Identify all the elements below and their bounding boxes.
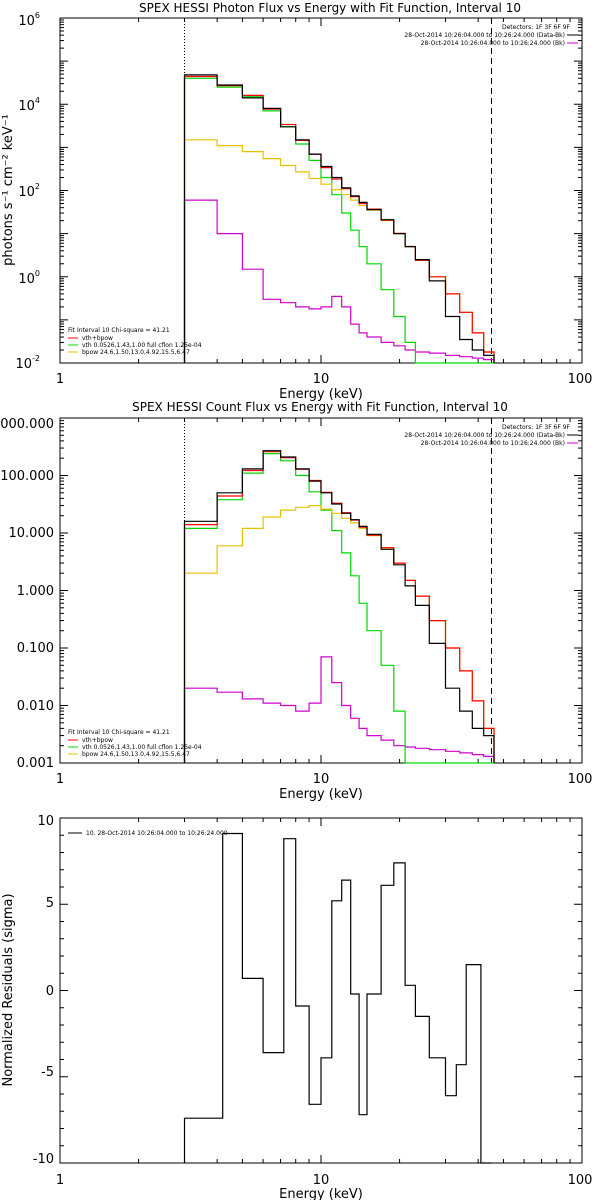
count-y-tick-label: 0.010	[17, 699, 54, 714]
photon-x-tick-label: 1	[56, 372, 64, 387]
photon-y-tick-label: 106	[18, 11, 40, 29]
count-fit-bpow-entry: bpow 24.6,1.50,13.0,4.92,15.5,6.47	[82, 751, 190, 758]
photon-fit-total-entry: vth+bpow	[82, 335, 113, 342]
count-y-tick-label: 1.000	[17, 584, 54, 599]
count-flux-panel: SPEX HESSI Count Flux vs Energy with Fit…	[0, 400, 592, 802]
photon-legend-data-entry: 28-Oct-2014 10:26:04.000 to 10:26:24.000…	[404, 32, 565, 39]
residuals-series-line	[183, 832, 492, 1164]
photon-fit-legend: Fit Interval 10 Chi-square = 41.21 vth+b…	[68, 327, 202, 356]
photon-x-tick-label: 10	[313, 372, 330, 387]
residual-y-tick-label: 10	[37, 814, 54, 829]
count-legend-header: Detectors: 1F 3F 6F 9F	[502, 424, 571, 431]
count-x-tick-label: 100	[568, 772, 593, 787]
photon-x-tick-label: 100	[568, 372, 593, 387]
vth-series-line	[183, 77, 494, 364]
photon-legend-header: Detectors: 1F 3F 6F 9F	[502, 24, 571, 31]
count-flux-title: SPEX HESSI Count Flux vs Energy with Fit…	[132, 400, 508, 414]
residual-x-tick-label: 1	[56, 1173, 64, 1188]
count-x-tick-label: 10	[313, 772, 330, 787]
vth-series-line	[183, 453, 494, 764]
photon-flux-plot-frame	[59, 17, 583, 364]
data-series-line	[183, 450, 495, 763]
residual-x-tick-label: 100	[568, 1173, 593, 1188]
count-fit-vth-entry: vth 0.0526,1.43,1.00 full cflon 1.25e-04	[82, 744, 202, 751]
total-series-line	[183, 451, 495, 763]
residual-x-axis-label: Energy (keV)	[279, 1187, 363, 1200]
count-flux-series	[183, 450, 495, 764]
count-flux-ticks	[59, 418, 582, 764]
count-x-axis-label: Energy (keV)	[279, 787, 363, 802]
count-y-tick-label: 1000.000	[0, 417, 54, 432]
count-y-tick-label: 100.000	[0, 469, 54, 484]
count-flux-plot-frame	[59, 417, 583, 764]
data-series-line	[183, 74, 495, 363]
background-series-line	[183, 656, 495, 763]
residual-x-tick-label: 10	[313, 1173, 330, 1188]
residual-y-tick-label: -5	[41, 1065, 54, 1080]
count-fit-header: Fit Interval 10 Chi-square = 41.21	[68, 729, 170, 736]
photon-flux-title: SPEX HESSI Photon Flux vs Energy with Fi…	[139, 1, 521, 15]
residual-y-tick-label: 5	[46, 896, 54, 911]
count-y-tick-label: 0.001	[17, 756, 54, 771]
photon-y-tick-label: 102	[18, 182, 40, 200]
photon-y-tick-label: 100	[18, 269, 40, 287]
count-detector-legend: Detectors: 1F 3F 6F 9F 28-Oct-2014 10:26…	[404, 424, 578, 447]
residuals-panel: -10 -5 0 5 10 1 10 100 Energy (keV) Norm…	[1, 814, 592, 1200]
residual-y-tick-label: 0	[46, 984, 54, 999]
residual-legend: 10. 28-Oct-2014 10:26:04.000 to 10:26:24…	[68, 830, 228, 837]
bpow-series-line	[183, 505, 495, 763]
photon-y-axis-label: photons s⁻¹ cm⁻² keV⁻¹	[1, 114, 16, 266]
residual-legend-entry: 10. 28-Oct-2014 10:26:04.000 to 10:26:24…	[86, 830, 228, 837]
residuals-series	[183, 832, 492, 1164]
count-flux-range-lines	[184, 418, 492, 763]
photon-legend-bk-entry: 28-Oct-2014 10:26:04.000 to 10:26:24.000…	[421, 40, 565, 47]
residuals-plot-frame	[59, 817, 583, 1164]
total-series-line	[183, 75, 495, 363]
photon-flux-ticks	[59, 18, 582, 364]
count-fit-total-entry: vth+bpow	[82, 737, 113, 744]
photon-fit-vth-entry: vth 0.0526,1.43,1.00 full cflon 1.25e-04	[82, 342, 202, 349]
count-x-tick-label: 1	[56, 772, 64, 787]
count-legend-data-entry: 28-Oct-2014 10:26:04.000 to 10:26:24.000…	[404, 432, 565, 439]
count-y-tick-label: 10.000	[9, 526, 55, 541]
count-y-tick-label: 0.100	[17, 641, 54, 656]
count-fit-legend: Fit Interval 10 Chi-square = 41.21 vth+b…	[68, 729, 202, 758]
bpow-series-line	[183, 139, 495, 363]
residual-y-axis-label: Normalized Residuals (sigma)	[1, 893, 16, 1086]
count-legend-bk-entry: 28-Oct-2014 10:26:04.000 to 10:26:24.000…	[421, 440, 565, 447]
photon-flux-series	[183, 74, 495, 364]
background-series-line	[183, 199, 495, 363]
photon-detector-legend: Detectors: 1F 3F 6F 9F 28-Oct-2014 10:26…	[404, 24, 578, 47]
photon-flux-panel: SPEX HESSI Photon Flux vs Energy with Fi…	[1, 1, 592, 402]
photon-y-tick-label: 10-2	[15, 354, 40, 372]
photon-x-axis-label: Energy (keV)	[279, 387, 363, 402]
photon-fit-header: Fit Interval 10 Chi-square = 41.21	[68, 327, 170, 334]
photon-fit-bpow-entry: bpow 24.6,1.50,13.0,4.92,15.5,6.47	[82, 349, 190, 356]
photon-y-tick-label: 104	[18, 96, 40, 114]
residual-y-tick-label: -10	[33, 1152, 54, 1167]
residuals-ticks	[59, 817, 582, 1164]
